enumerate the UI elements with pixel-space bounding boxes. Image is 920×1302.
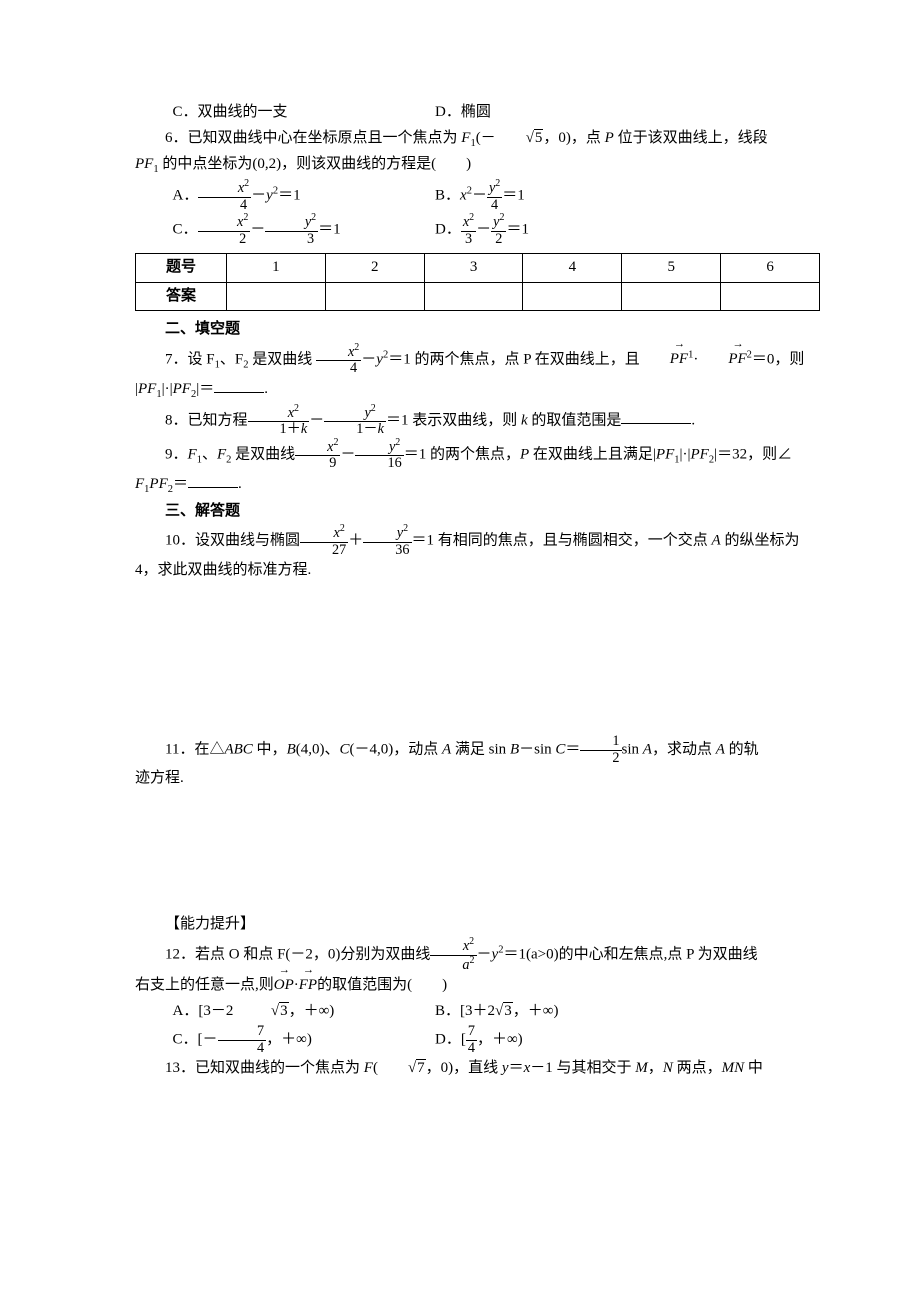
- q12: 12．若点 O 和点 F(－2，0)分别为双曲线x2a2－y2＝1(a>0)的中…: [135, 937, 820, 973]
- q12-opt-a: A．[3－2√3，＋∞): [135, 999, 435, 1025]
- q5-opt-d: D．椭圆: [435, 100, 491, 126]
- ability-heading: 【能力提升】: [135, 912, 820, 938]
- blank-input[interactable]: [188, 474, 238, 489]
- q6-stem-2: PF1 的中点坐标为(0,2)，则该双曲线的方程是( ): [135, 152, 820, 179]
- blank-input[interactable]: [621, 410, 691, 425]
- q6-stem: 6．已知双曲线中心在坐标原点且一个焦点为 F1(－√5，0)，点 P 位于该双曲…: [135, 126, 820, 153]
- q9: 9．F1、F2 是双曲线x29－y216＝1 的两个焦点，P 在双曲线上且满足|…: [135, 438, 820, 472]
- q7: 7．设 F1、F2 是双曲线 x24－y2＝1 的两个焦点，点 P 在双曲线上，…: [135, 343, 820, 377]
- q6-opt-a: A．x24－y2＝1: [135, 179, 435, 213]
- q11-line2: 迹方程.: [135, 766, 820, 792]
- q8: 8．已知方程x21＋k－y21－k＝1 表示双曲线，则 k 的取值范围是.: [135, 404, 820, 438]
- q12-opt-b: B．[3＋2√3，＋∞): [435, 999, 558, 1025]
- q9-line2: F1PF2＝.: [135, 472, 820, 499]
- q12-line2: 右支上的任意一点,则→OP·→FP的取值范围为( ): [135, 973, 820, 999]
- q6-opt-c: C．x22－y23＝1: [135, 213, 435, 247]
- answer-table: 题号 1 2 3 4 5 6 答案: [135, 253, 820, 311]
- q7-line2: |PF1|·|PF2|＝.: [135, 377, 820, 404]
- blank-input[interactable]: [214, 378, 264, 393]
- q13: 13．已知双曲线的一个焦点为 F(√7，0)，直线 y＝x－1 与其相交于 M，…: [135, 1056, 820, 1082]
- table-row: 题号 1 2 3 4 5 6: [136, 254, 820, 283]
- q12-opt-d: D．[74，＋∞): [435, 1024, 523, 1056]
- section-fill-blank: 二、填空题: [135, 317, 820, 343]
- q11: 11．在△ABC 中，B(4,0)、C(－4,0)，动点 A 满足 sin B－…: [135, 734, 820, 766]
- section-answer: 三、解答题: [135, 499, 820, 525]
- q10: 10．设双曲线与椭圆x227＋y236＝1 有相同的焦点，且与椭圆相交，一个交点…: [135, 524, 820, 558]
- q6-opt-b: B．x2－y24＝1: [435, 179, 525, 213]
- q6-opt-d: D．x23－y22＝1: [435, 213, 529, 247]
- table-row: 答案: [136, 282, 820, 311]
- q5-opt-c: C．双曲线的一支: [135, 100, 435, 126]
- q12-opt-c: C．[－74，＋∞): [135, 1024, 435, 1056]
- q10-line2: 4，求此双曲线的标准方程.: [135, 558, 820, 584]
